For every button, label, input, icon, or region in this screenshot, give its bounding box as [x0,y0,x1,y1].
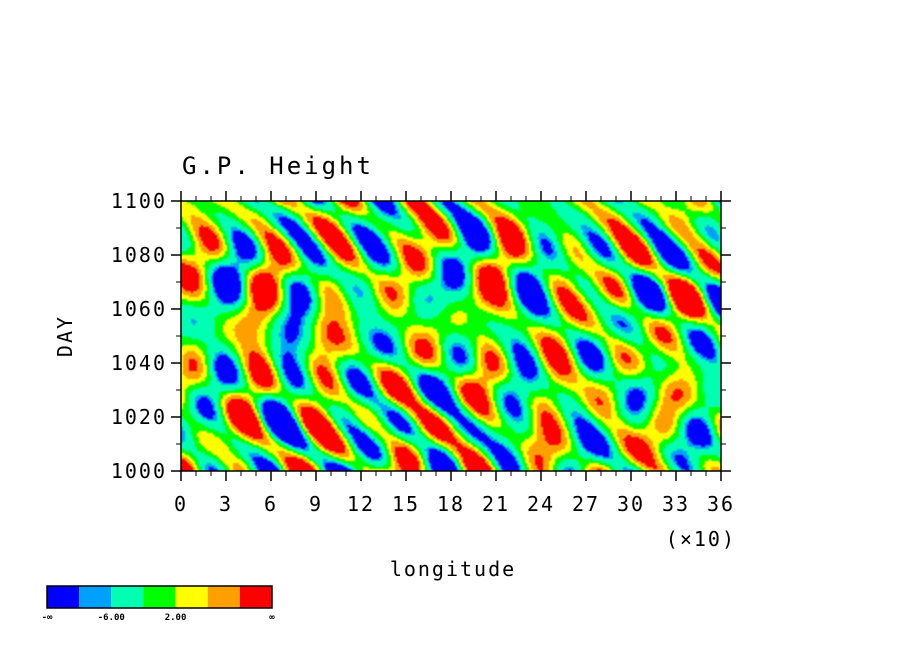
x-tick-label: 27 [572,492,600,516]
x-axis-label: longitude [390,557,516,581]
x-tick-label: 18 [437,492,465,516]
colorbar-swatch [175,586,208,608]
colorbar-label: 2.00 [165,613,187,623]
heatmap-field [181,201,721,471]
x-tick-label: 24 [527,492,555,516]
colorbar-label: -6.00 [98,613,125,623]
colorbar-label: -∞ [42,613,53,623]
colorbar-swatch [239,586,272,608]
y-tick-label: 1100 [111,189,167,213]
y-axis: 1000 1020 1040 1060 1080 1100 [111,189,731,483]
y-tick-label: 1080 [111,243,167,267]
y-tick-label: 1060 [111,297,167,321]
colorbar-swatch [79,586,112,608]
x-tick-label: 9 [309,492,323,516]
x-tick-label: 36 [707,492,735,516]
x-tick-label: 33 [662,492,690,516]
colorbar-swatch [47,586,80,608]
colorbar-swatch [111,586,144,608]
x-tick-label: 21 [482,492,510,516]
x-axis: 0 3 6 9 12 15 18 21 24 27 30 33 36 [174,191,735,516]
x-tick-label: 12 [347,492,375,516]
chart-title: G.P. Height [182,152,374,180]
y-tick-label: 1040 [111,351,167,375]
x-tick-label: 6 [264,492,278,516]
y-tick-label: 1000 [111,459,167,483]
colorbar-swatch [143,586,176,608]
x-tick-label: 0 [174,492,188,516]
colorbar-label: ∞ [269,613,275,623]
colorbar-swatch [207,586,240,608]
x-tick-label: 15 [392,492,420,516]
x-tick-label: 30 [617,492,645,516]
y-tick-label: 1020 [111,405,167,429]
colorbar-frame [46,585,273,609]
x-multiplier-label: (×10) [666,527,736,551]
colorbar: -∞ -6.00 2.00 ∞ [42,585,275,623]
heatmap-image [181,201,721,471]
x-tick-label: 3 [219,492,233,516]
y-axis-label: DAY [53,315,77,357]
